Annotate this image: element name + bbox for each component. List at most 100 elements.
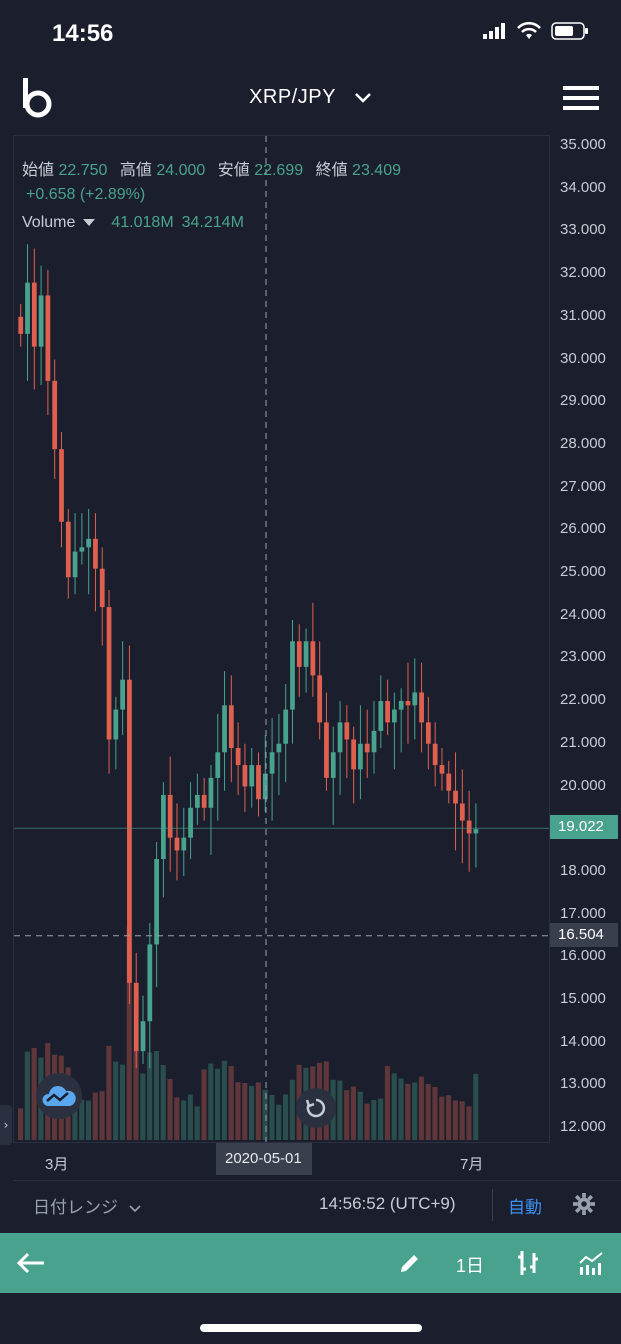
chart-style-button[interactable] (36, 1073, 82, 1119)
volume-bar (439, 1096, 445, 1140)
volume-bar (181, 1100, 187, 1140)
volume-bar (85, 1100, 92, 1140)
candle-type-icon[interactable] (516, 1249, 542, 1277)
y-tick-label: 26.000 (560, 520, 606, 538)
candle-body (296, 641, 302, 667)
volume-bar (119, 1064, 126, 1140)
volume-bar (378, 1098, 384, 1140)
y-tick-label: 13.000 (560, 1075, 606, 1093)
candle-body (317, 675, 323, 723)
bitbank-logo-icon[interactable] (20, 78, 54, 118)
indicators-icon[interactable] (578, 1251, 604, 1275)
side-panel-toggle[interactable]: › (0, 1105, 12, 1145)
y-tick-label: 14.000 (560, 1032, 606, 1050)
status-time: 14:56 (52, 20, 114, 47)
volume-bar (391, 1073, 397, 1140)
volume-bar (133, 1050, 139, 1140)
candle-body (215, 752, 221, 778)
candle-body (167, 794, 173, 838)
candle-body (276, 743, 282, 753)
pair-selector[interactable]: XRP/JPY (0, 86, 621, 109)
status-bar: 14:56 (0, 0, 621, 66)
volume-bar (452, 1100, 458, 1140)
y-tick-label: 30.000 (560, 349, 606, 367)
candle-body (371, 730, 377, 753)
candle-body (405, 701, 411, 706)
close-value: 23.409 (352, 162, 401, 179)
y-tick-label: 16.000 (560, 947, 606, 965)
candle-body (310, 641, 316, 676)
low-value: 22.699 (254, 162, 304, 179)
change-value: +0.658 (+2.89%) (26, 186, 146, 203)
volume-value-1: 41.018M (111, 214, 174, 231)
y-tick-label: 29.000 (560, 392, 606, 410)
volume-bar (384, 1066, 390, 1140)
close-label: 終値 (315, 162, 348, 179)
volume-bar (99, 1091, 105, 1140)
auto-scale-button[interactable]: 自動 (508, 1198, 542, 1217)
chevron-down-icon (355, 92, 371, 103)
volume-bar (18, 1108, 24, 1140)
y-tick-label: 24.000 (560, 605, 606, 623)
back-arrow-icon[interactable] (16, 1251, 46, 1275)
candle-body (256, 765, 261, 800)
volume-bar (140, 1073, 146, 1140)
gear-icon[interactable] (573, 1193, 595, 1215)
volume-bar (371, 1100, 377, 1140)
candle-body (303, 641, 309, 667)
ohlc-legend: 始値 22.750 高値 24.000 安値 22.699 終値 23.409 (22, 156, 409, 180)
candle-body (113, 709, 119, 740)
candle-body (439, 765, 445, 774)
candle-body (161, 794, 166, 860)
open-value: 22.750 (58, 162, 108, 179)
candlestick-chart[interactable] (14, 136, 549, 1142)
clock-timezone[interactable]: 14:56:52 (UTC+9) (319, 1194, 456, 1213)
volume-bar (249, 1086, 255, 1140)
candle-body (290, 641, 295, 710)
candle-body (99, 568, 105, 608)
y-tick-label: 18.000 (560, 861, 606, 879)
candle-body (358, 743, 363, 770)
candle-body (147, 944, 153, 1022)
volume-bar (282, 1094, 289, 1140)
pencil-icon[interactable] (398, 1251, 422, 1275)
candle-body (174, 837, 180, 851)
candle-body (283, 709, 289, 744)
y-tick-label: 21.000 (560, 733, 606, 751)
volume-bar (174, 1097, 180, 1140)
candle-body (459, 803, 465, 821)
candle-body (140, 1021, 146, 1052)
candle-body (194, 794, 200, 808)
volume-bar (24, 1051, 30, 1140)
volume-bar (350, 1086, 357, 1140)
interval-button[interactable]: 1日 (456, 1256, 485, 1276)
caret-down-icon (83, 219, 96, 226)
change-legend: +0.658 (+2.89%) (26, 186, 153, 204)
date-range-button[interactable]: 日付レンジ (33, 1193, 141, 1218)
candle-body (269, 752, 275, 774)
candle-body (425, 722, 431, 744)
y-tick-label: 32.000 (560, 264, 606, 282)
volume-bar (215, 1068, 221, 1140)
candle-body (419, 692, 424, 723)
candle-body (181, 837, 187, 851)
volume-bar (262, 1089, 268, 1140)
reset-chart-button[interactable] (296, 1088, 336, 1128)
volume-bar (337, 1080, 343, 1140)
hamburger-menu-icon[interactable] (563, 84, 599, 112)
volume-bar (126, 926, 132, 1140)
time-axis[interactable]: 3月 7月 (13, 1143, 550, 1178)
candle-body (79, 547, 85, 552)
volume-bar (167, 1079, 173, 1140)
candle-body (38, 295, 44, 347)
price-axis[interactable]: 35.000 34.000 33.000 32.000 31.000 30.000 29.0… (550, 135, 621, 1143)
candle-body (432, 743, 438, 766)
chart-area[interactable] (13, 135, 550, 1143)
candle-body (453, 790, 458, 804)
candle-body (392, 709, 397, 723)
y-tick-label: 28.000 (560, 434, 606, 452)
candle-body (242, 765, 248, 787)
candle-body (201, 794, 207, 808)
volume-bar (160, 1065, 166, 1140)
volume-legend[interactable]: Volume 41.018M 34.214M (22, 214, 244, 232)
